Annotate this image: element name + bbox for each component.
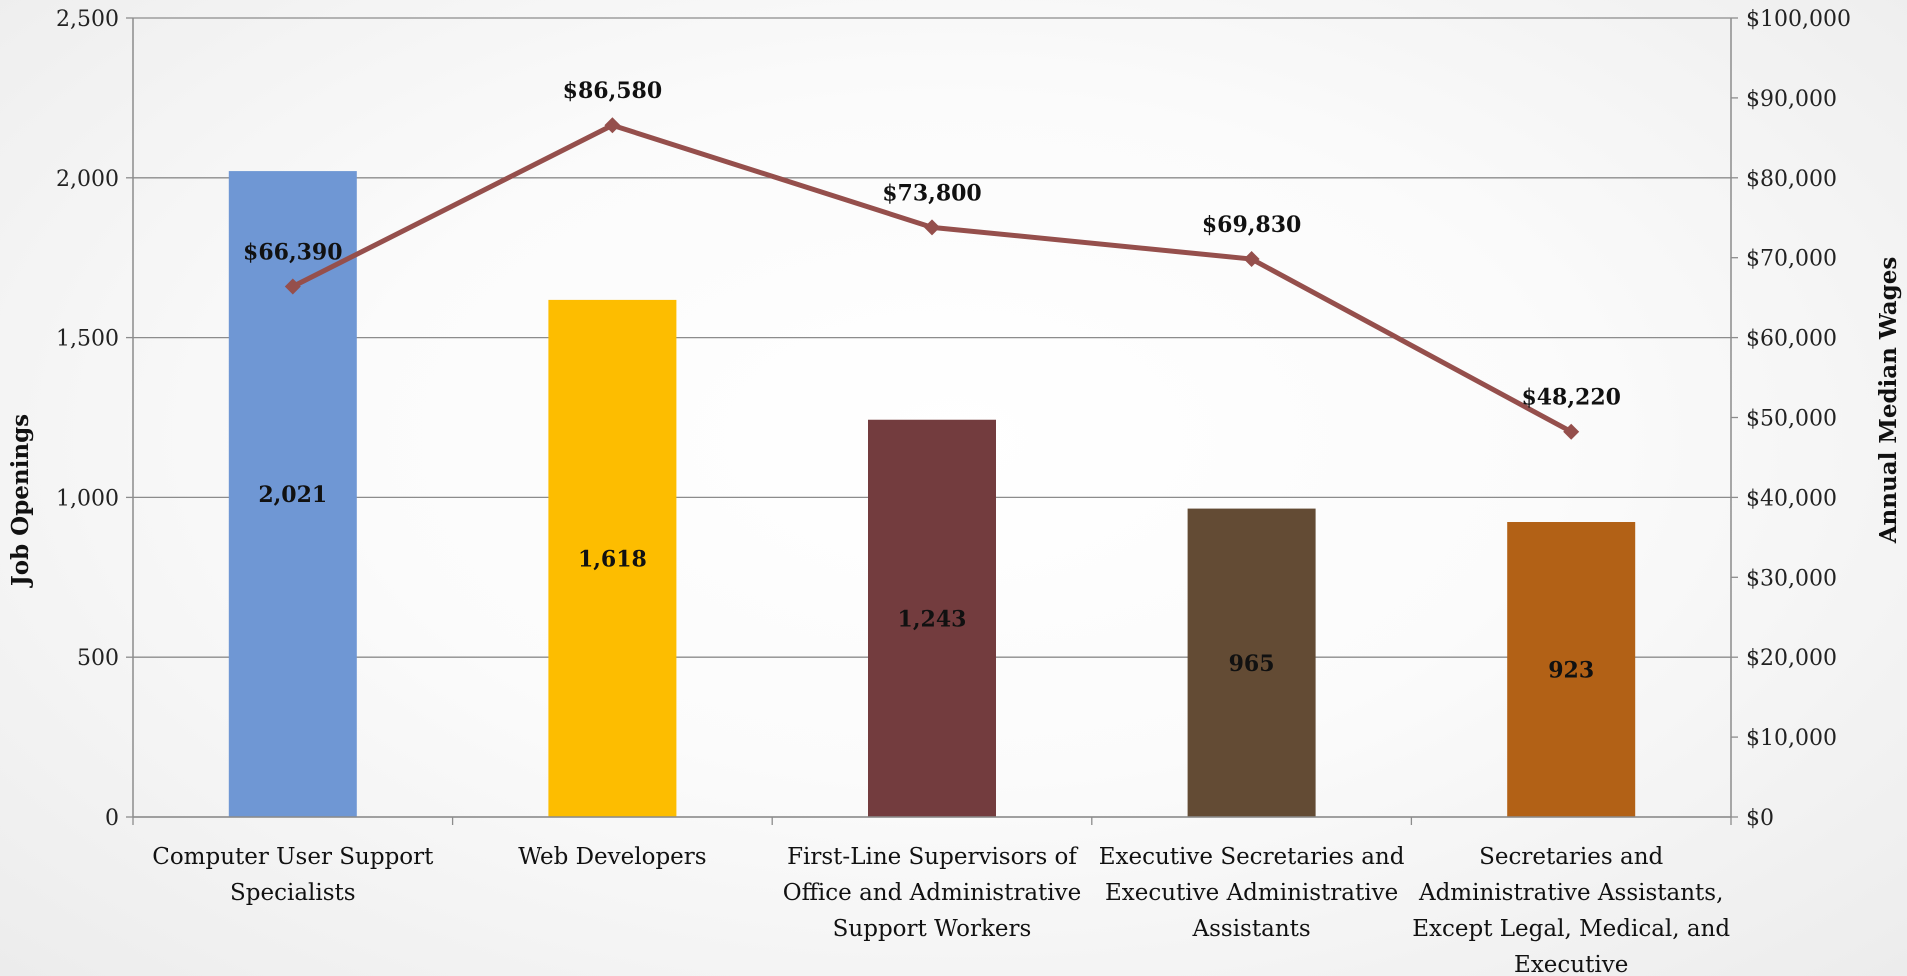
wage-marker [284,278,301,295]
left-tick-label: 500 [77,646,119,671]
bar-data-label: 1,618 [578,546,647,572]
line-data-label: $48,220 [1521,385,1621,411]
line-series-median-wages [284,117,1580,440]
category-axis-labels: Computer User Support Specialists Web Deve… [152,844,1730,976]
category-label-line: Assistants [1191,916,1310,942]
category-label-line: Executive Administrative [1105,880,1398,906]
bar [1187,508,1316,817]
left-tick-label: 2,500 [56,7,119,32]
left-axis-title: Job Openings [7,414,34,588]
right-axis-title: Annual Median Wages [1875,257,1902,545]
bar-data-labels: 2,021 1,618 1,243 965 923 [258,482,1594,683]
category-label-line: Executive [1514,952,1628,976]
right-tick-label: $80,000 [1746,167,1837,192]
bar [1507,522,1636,817]
wage-marker [604,117,621,134]
category-label-line: First-Line Supervisors of [787,844,1078,870]
line-data-label: $73,800 [882,180,982,206]
bar-data-label: 923 [1548,658,1594,684]
category-label-line: Computer User Support [152,844,434,870]
left-tick-label: 2,000 [56,167,119,192]
category-label: First-Line Supervisors of Office and Admi… [783,844,1082,942]
category-label: Computer User Support Specialists [152,844,434,906]
left-tick-label: 1,500 [56,327,119,352]
right-tick-label: $30,000 [1746,566,1837,591]
wage-marker [1563,423,1580,440]
category-label-line: Support Workers [833,916,1032,942]
right-tick-label: $60,000 [1746,327,1837,352]
right-tick-label: $0 [1746,806,1774,831]
category-label: Executive Secretaries and Executive Admin… [1099,844,1405,942]
wage-marker [1243,251,1260,268]
right-tick-label: $70,000 [1746,247,1837,272]
left-tick-label: 0 [105,806,119,831]
right-tick-label: $10,000 [1746,726,1837,751]
line-data-label: $86,580 [563,78,663,104]
wage-marker [924,219,940,236]
bar-data-label: 965 [1229,651,1275,677]
category-label-line: Secretaries and [1479,844,1663,870]
wage-line [291,122,1573,434]
line-data-labels: $66,390 $86,580 $73,800 $69,830 $48,220 [243,78,1621,410]
left-axis-ticks: 0 500 1,000 1,500 2,000 2,500 [56,7,133,831]
category-label: Secretaries and Administrative Assistants… [1412,844,1730,976]
category-label: Web Developers [518,844,706,870]
category-label-line: Web Developers [518,844,706,870]
bar [868,419,996,817]
category-label-line: Except Legal, Medical, and [1412,916,1730,942]
right-tick-label: $50,000 [1746,407,1837,432]
category-label-line: Executive Secretaries and [1099,844,1405,870]
right-tick-label: $40,000 [1746,486,1837,511]
line-data-label: $66,390 [243,240,343,266]
bar-series-job-openings [228,171,1636,818]
right-tick-label: $20,000 [1746,646,1837,671]
category-label-line: Specialists [230,880,356,906]
bar [548,299,677,817]
bar-data-label: 2,021 [258,482,327,508]
category-label-line: Administrative Assistants, [1418,880,1723,906]
category-label-line: Office and Administrative [783,880,1082,906]
line-data-label: $69,830 [1202,212,1302,238]
right-tick-label: $100,000 [1746,7,1851,32]
right-tick-label: $90,000 [1746,87,1837,112]
bar-data-label: 1,243 [898,606,967,632]
right-axis-ticks: $0 $10,000 $20,000 $30,000 $40,000 $50,000 $60… [1731,7,1851,831]
left-tick-label: 1,000 [56,486,119,511]
